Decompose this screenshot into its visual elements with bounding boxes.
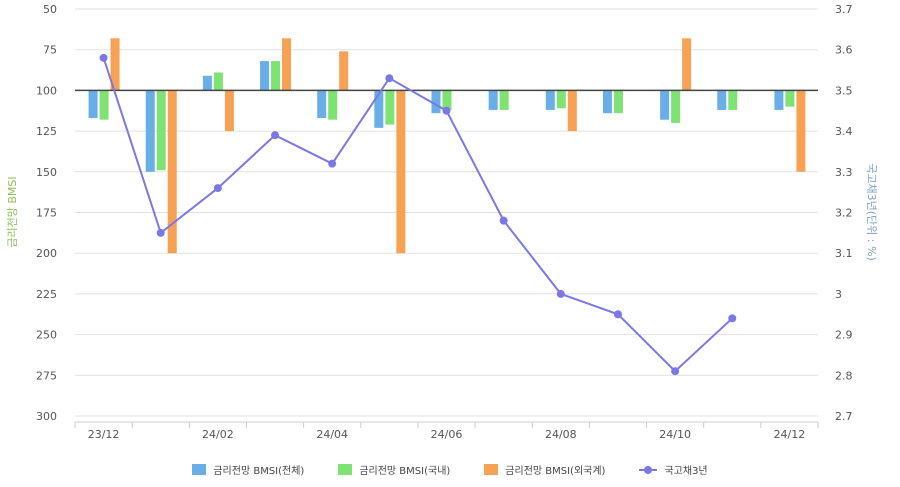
treasury-point [442, 106, 451, 115]
bar-domestic [556, 90, 566, 109]
left-tick-label: 200 [36, 247, 57, 260]
bar-foreign [110, 38, 120, 91]
left-tick-label: 250 [36, 329, 57, 342]
bar-foreign [339, 51, 349, 91]
treasury-point [213, 184, 222, 193]
legend-label: 금리전망 BMSI(국내) [359, 466, 451, 477]
right-tick-label: 3.6 [835, 44, 853, 57]
right-tick-label: 2.8 [835, 369, 853, 382]
bar-domestic [156, 90, 166, 171]
bar-total [774, 90, 784, 110]
bar-domestic [99, 90, 109, 120]
bar-total [202, 75, 212, 91]
bar-foreign [224, 90, 234, 132]
right-tick-label: 3.4 [835, 125, 853, 138]
right-tick-label: 3.7 [835, 3, 853, 16]
treasury-point [728, 314, 737, 323]
treasury-line [102, 57, 733, 373]
bar-total [374, 90, 384, 128]
bar-total [431, 90, 441, 114]
treasury-point [271, 131, 280, 140]
line-series [99, 53, 737, 376]
bar-domestic [613, 90, 623, 114]
left-tick-label: 125 [36, 125, 57, 138]
treasury-point [671, 367, 680, 376]
treasury-point [385, 74, 394, 83]
legend-label: 국고채3년 [664, 466, 708, 477]
left-tick-label: 50 [43, 3, 57, 16]
treasury-point [99, 53, 108, 62]
treasury-point [556, 289, 565, 298]
left-tick-label: 100 [36, 84, 57, 97]
bar-total [545, 90, 555, 110]
treasury-point [156, 228, 165, 237]
bar-total [88, 90, 98, 119]
x-tick-label: 24/08 [545, 428, 577, 441]
right-tick-label: 3 [835, 288, 842, 301]
right-tick-label: 3.3 [835, 166, 853, 179]
legend-item-treasury[interactable]: 국고채3년 [639, 462, 708, 477]
bar-domestic [213, 72, 223, 91]
bar-total [717, 90, 727, 110]
right-tick-label: 2.9 [835, 329, 853, 342]
bar-total [602, 90, 612, 114]
legend-swatch [192, 464, 207, 475]
legend-item-foreign[interactable]: 금리전망 BMSI(외국계) [484, 462, 605, 477]
bar-total [145, 90, 155, 172]
treasury-point [328, 159, 337, 168]
x-tick-label: 24/04 [316, 428, 348, 441]
bar-domestic [499, 90, 509, 110]
legend-swatch [338, 464, 353, 475]
legend-label: 금리전망 BMSI(외국계) [505, 466, 606, 477]
treasury-point [499, 216, 508, 225]
bar-domestic [442, 90, 452, 110]
bar-total [488, 90, 498, 110]
legend: 금리전망 BMSI(전체) 금리전망 BMSI(국내) 금리전망 BMSI(외국… [0, 462, 900, 477]
bar-foreign [167, 90, 177, 254]
right-tick-label: 3.2 [835, 207, 853, 220]
left-axis-ticks: 50 75 100 125 150 175 200 225 250 275 300 [36, 3, 57, 423]
bar-total [260, 61, 270, 91]
bar-foreign [796, 90, 806, 172]
legend-item-total[interactable]: 금리전망 BMSI(전체) [192, 462, 304, 477]
right-axis-title: 국고채3년(단위 : %) [865, 163, 878, 260]
bar-domestic [271, 61, 281, 91]
legend-label: 금리전망 BMSI(전체) [213, 466, 305, 477]
x-tick-label: 24/02 [202, 428, 234, 441]
bar-foreign [567, 90, 577, 132]
left-tick-label: 275 [36, 369, 57, 382]
bar-total [317, 90, 327, 119]
right-tick-label: 3.5 [835, 84, 853, 97]
bar-domestic [328, 90, 338, 120]
bar-total [660, 90, 670, 120]
right-tick-label: 3.1 [835, 247, 853, 260]
bar-domestic [785, 90, 795, 107]
legend-line-marker-icon [639, 465, 658, 474]
bar-domestic [671, 90, 681, 123]
x-axis: 23/12 24/02 24/04 24/06 24/08 24/10 24/12 [74, 421, 819, 441]
left-tick-label: 225 [36, 288, 57, 301]
right-axis-ticks: 3.7 3.6 3.5 3.4 3.3 3.2 3.1 3 2.9 2.8 2.7 [835, 3, 853, 423]
bar-foreign [282, 38, 292, 91]
bar-domestic [385, 90, 395, 125]
bar-foreign [682, 38, 692, 91]
left-tick-label: 75 [43, 44, 57, 57]
left-tick-label: 300 [36, 410, 57, 423]
legend-item-domestic[interactable]: 금리전망 BMSI(국내) [338, 462, 450, 477]
right-tick-label: 2.7 [835, 410, 853, 423]
bar-domestic [728, 90, 738, 110]
left-tick-label: 175 [36, 207, 57, 220]
left-axis-title: 금리전망 BMSI [6, 176, 19, 247]
x-tick-label: 23/12 [88, 428, 120, 441]
treasury-point [613, 310, 622, 319]
x-tick-label: 24/06 [431, 428, 463, 441]
bar-foreign [396, 90, 406, 254]
bars [88, 38, 806, 254]
left-tick-label: 150 [36, 166, 57, 179]
x-tick-label: 24/10 [659, 428, 691, 441]
legend-swatch [484, 464, 499, 475]
x-tick-label: 24/12 [774, 428, 806, 441]
